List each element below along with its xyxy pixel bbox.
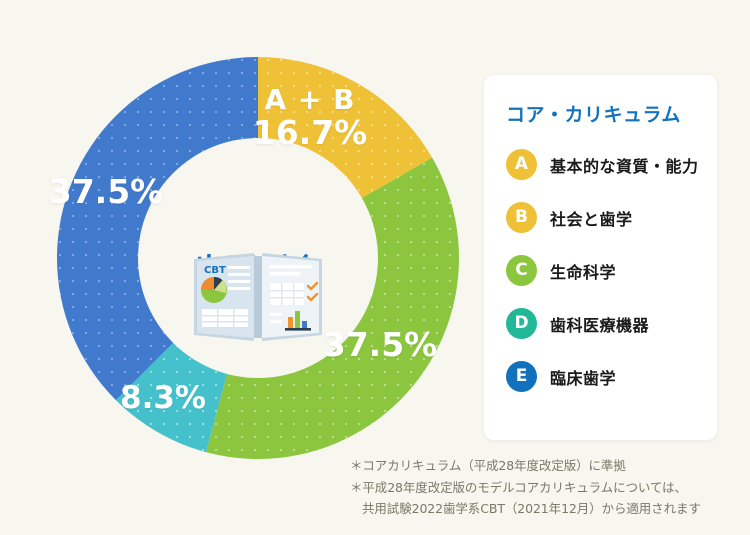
legend-card: コア・カリキュラム A 基本的な資質・能力 B 社会と歯学 C 生命科学 D 歯…: [484, 75, 717, 440]
legend-badge-c: C: [506, 255, 537, 286]
legend-item-c[interactable]: C 生命科学: [506, 244, 706, 297]
slice-label-d-percent: 8.3%: [120, 380, 206, 416]
slice-label-ab-category: A + B: [264, 83, 356, 116]
slice-label-ab-percent: 16.7%: [252, 112, 368, 152]
legend-label-c: 生命科学: [550, 262, 617, 282]
cbt-report-book-icon: CBT: [194, 253, 322, 341]
legend-label-b: 社会と歯学: [550, 209, 633, 229]
legend-label-e: 臨床歯学: [550, 368, 617, 388]
legend-badge-b: B: [506, 202, 537, 233]
donut-slice-e[interactable]: [57, 57, 258, 404]
donut-slice-ab[interactable]: [258, 57, 437, 258]
legend-item-a[interactable]: A 基本的な資質・能力: [506, 138, 706, 191]
legend-item-b[interactable]: B 社会と歯学: [506, 191, 706, 244]
slice-label-ab: A + B 16.7%: [225, 85, 395, 151]
legend-list: A 基本的な資質・能力 B 社会と歯学 C 生命科学 D 歯科医療機器 E 臨床…: [506, 138, 706, 403]
legend-label-d: 歯科医療機器: [550, 315, 650, 335]
slice-label-e-percent: 37.5%: [48, 172, 164, 211]
legend-badge-a: A: [506, 149, 537, 180]
footnote: ＊コアカリキュラム（平成28年度改定版）に準拠 ＊平成28年度改定版のモデルコア…: [350, 455, 750, 520]
legend-label-a: 基本的な資質・能力: [550, 156, 699, 176]
legend-item-e[interactable]: E 臨床歯学: [506, 350, 706, 403]
footnote-line-1: ＊コアカリキュラム（平成28年度改定版）に準拠: [350, 458, 626, 473]
svg-text:CBT: CBT: [204, 265, 226, 276]
legend-title: コア・カリキュラム: [506, 104, 681, 126]
legend-item-d[interactable]: D 歯科医療機器: [506, 297, 706, 350]
donut-chart-svg: [57, 57, 459, 459]
footnote-line-3: 共用試験2022歯学系CBT（2021年12月）から適用されます: [362, 501, 701, 516]
donut-chart: 出題割合 CBT: [57, 57, 459, 459]
legend-badge-d: D: [506, 308, 537, 339]
legend-badge-e: E: [506, 361, 537, 392]
footnote-line-2: ＊平成28年度改定版のモデルコアカリキュラムについては、: [350, 479, 687, 495]
slice-label-c-percent: 37.5%: [322, 325, 438, 364]
donut-slice-c[interactable]: [204, 154, 459, 459]
